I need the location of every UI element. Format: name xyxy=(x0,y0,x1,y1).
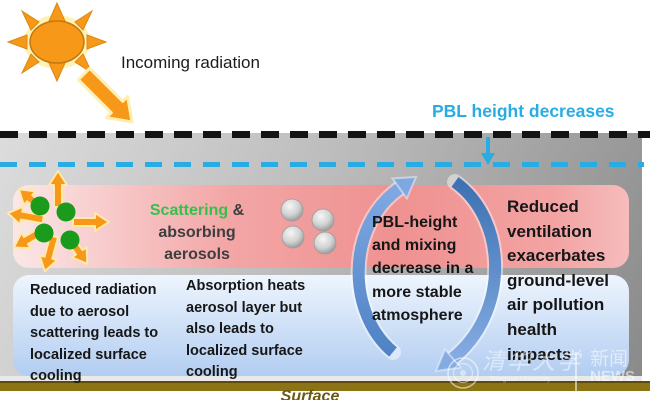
watermark-university-cn: 清华大学 xyxy=(482,348,582,374)
ventilation-impact-text: Reduced ventilation exacerbates ground-l… xyxy=(507,197,610,364)
surface-label: Surface xyxy=(280,388,340,400)
aerosol-type-label: Scattering & absorbing aerosols xyxy=(112,200,282,266)
scattering-aerosol-dots xyxy=(30,196,80,250)
original-pbl-height-line xyxy=(0,131,650,138)
pbl-decrease-arrow xyxy=(481,137,495,165)
scattering-cooling-text: Reduced radiation due to aerosol scatter… xyxy=(30,282,159,385)
near-surface-strip xyxy=(0,376,642,381)
absorbing-aerosol-spheres xyxy=(280,198,337,255)
absorbing-words: & absorbing xyxy=(158,202,245,241)
pbl-height-decreases-label: PBL height decreases xyxy=(432,101,615,121)
scattering-word: Scattering xyxy=(149,202,229,219)
watermark-divider xyxy=(575,352,577,392)
sun-icon xyxy=(6,1,134,124)
surface-ground-bar xyxy=(0,381,650,391)
aerosols-word: aerosols xyxy=(164,246,230,263)
circulation-cycle-arrows xyxy=(350,174,504,373)
incoming-radiation-arrow xyxy=(76,66,134,124)
absorption-cooling-text: Absorption heats aerosol layer but also … xyxy=(186,278,306,380)
incoming-radiation-label: Incoming radiation xyxy=(121,53,260,72)
watermark-university-en: Tsinghua University xyxy=(490,376,551,383)
decreased-pbl-height-line xyxy=(0,162,644,167)
watermark-news-cn: 新闻 xyxy=(590,349,629,370)
watermark: 清华大学 Tsinghua University 新闻 NEWS xyxy=(438,336,650,398)
surface-cooling-band xyxy=(13,275,629,376)
watermark-news-en: NEWS xyxy=(590,368,635,385)
cycle-description-text: PBL-height and mixing decrease in a more… xyxy=(372,214,474,324)
tsinghua-seal-icon xyxy=(447,357,479,389)
scattering-arrows-icon xyxy=(6,170,110,273)
